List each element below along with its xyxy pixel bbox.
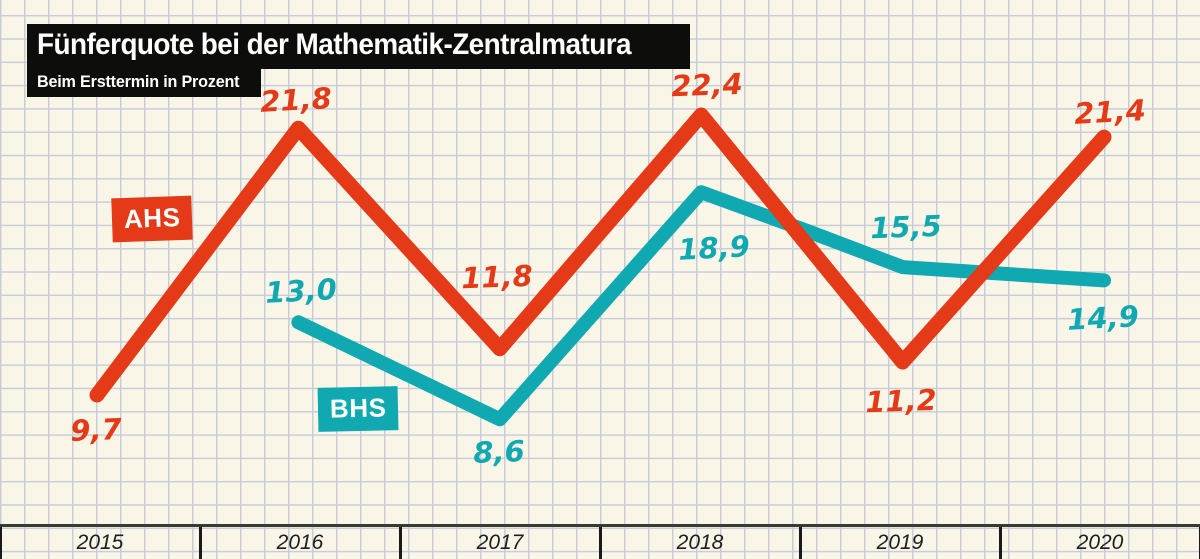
subtitle-box: Beim Ersttermin in Prozent	[27, 69, 262, 97]
bhs-series-chip: BHS	[317, 386, 399, 432]
ahs-line	[89, 107, 1112, 403]
x-axis-tick-5	[999, 527, 1002, 559]
ahs-value-label-2019: 11,2	[864, 382, 938, 420]
x-axis-tick-0	[0, 527, 2, 559]
bhs-value-label-2019: 15,5	[869, 208, 943, 246]
ahs-value-label-2017: 11,8	[460, 258, 534, 296]
year-label-2017: 2017	[476, 531, 524, 554]
page-subtitle: Beim Ersttermin in Prozent	[37, 72, 240, 91]
x-axis-line	[0, 524, 1200, 527]
ahs-value-label-2015: 9,7	[69, 412, 123, 448]
bhs-value-label-2016: 13,0	[264, 272, 338, 310]
page-title: Fünferquote bei der Mathematik-Zentralma…	[37, 28, 632, 61]
x-axis-tick-1	[199, 527, 202, 559]
x-axis-tick-3	[599, 527, 602, 559]
ahs-series-chip: AHS	[111, 195, 194, 243]
year-label-2020: 2020	[1076, 531, 1124, 554]
ahs-value-label-2020: 21,4	[1073, 93, 1147, 131]
year-label-2019: 2019	[876, 531, 924, 554]
bhs-value-label-2017: 8,6	[472, 434, 526, 470]
chart-header: Fünferquote bei der Mathematik-Zentralma…	[27, 24, 690, 97]
bhs-value-label-2020: 14,9	[1066, 299, 1140, 337]
bhs-value-label-2018: 18,9	[677, 229, 751, 267]
bhs-line	[291, 185, 1111, 427]
x-axis-tick-2	[399, 527, 402, 559]
x-axis-tick-4	[799, 527, 802, 559]
year-label-2016: 2016	[276, 531, 324, 554]
year-label-2018: 2018	[676, 531, 724, 554]
title-box: Fünferquote bei der Mathematik-Zentralma…	[27, 24, 690, 69]
year-label-2015: 2015	[76, 531, 124, 554]
